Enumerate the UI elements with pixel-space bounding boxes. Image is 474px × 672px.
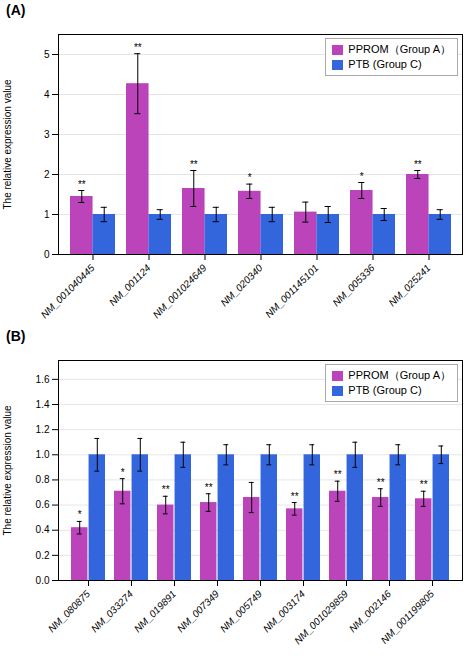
html-text:PTB (Group C): PTB (Group C): [348, 58, 422, 70]
svg-text:NM_019891: NM_019891: [132, 588, 178, 634]
svg-text:4: 4: [44, 89, 50, 100]
svg-text:1.2: 1.2: [36, 424, 50, 435]
svg-text:*: *: [78, 509, 82, 520]
svg-text:NM_025241: NM_025241: [386, 262, 432, 308]
html-text:PPROM（Group A）: PPROM（Group A）: [348, 43, 451, 55]
svg-text:**: **: [134, 42, 142, 53]
svg-text:5: 5: [44, 49, 50, 60]
svg-text:**: **: [190, 159, 198, 170]
svg-text:1.6: 1.6: [36, 374, 50, 385]
svg-text:*: *: [360, 171, 364, 182]
svg-text:NM_001029859: NM_001029859: [292, 588, 350, 646]
svg-text:NM_080875: NM_080875: [46, 588, 93, 635]
svg-text:The relative expression value: The relative expression value: [2, 79, 13, 210]
svg-text:**: **: [377, 477, 385, 488]
svg-text:NM_002146: NM_002146: [347, 588, 394, 635]
svg-text:**: **: [78, 179, 86, 190]
svg-text:2: 2: [44, 169, 50, 180]
svg-text:0.2: 0.2: [36, 550, 50, 561]
svg-text:NM_003174: NM_003174: [261, 588, 308, 635]
svg-text:3: 3: [44, 129, 50, 140]
svg-text:1.4: 1.4: [36, 399, 50, 410]
svg-text:NM_005749: NM_005749: [218, 588, 265, 635]
svg-text:**: **: [291, 491, 299, 502]
svg-text:NM_001199805: NM_001199805: [379, 588, 437, 646]
svg-text:**: **: [205, 482, 213, 493]
svg-text:NM_007349: NM_007349: [175, 588, 222, 635]
svg-text:NM_001024649: NM_001024649: [151, 262, 209, 320]
svg-text:**: **: [420, 479, 428, 490]
svg-text:NM_005336: NM_005336: [330, 262, 377, 309]
svg-text:0.4: 0.4: [36, 524, 50, 535]
svg-text:NM_033274: NM_033274: [89, 588, 136, 635]
svg-text:0.6: 0.6: [36, 499, 50, 510]
svg-text:**: **: [414, 159, 422, 170]
svg-text:**: **: [162, 484, 170, 495]
html-text:PPROM（Group A）: PPROM（Group A）: [348, 369, 451, 381]
html-text:PTB (Group C): PTB (Group C): [348, 384, 422, 396]
html-text:(B): (B): [6, 328, 26, 344]
svg-text:*: *: [121, 467, 125, 478]
svg-text:The relative expression value: The relative expression value: [2, 405, 13, 536]
svg-text:NM_020340: NM_020340: [218, 262, 265, 309]
svg-text:0.0: 0.0: [36, 575, 50, 586]
svg-text:1: 1: [44, 209, 50, 220]
html-text:(A): (A): [6, 2, 26, 18]
svg-text:0.8: 0.8: [36, 474, 50, 485]
svg-text:*: *: [248, 172, 252, 183]
svg-text:NM_001040445: NM_001040445: [39, 262, 97, 320]
svg-text:**: **: [334, 469, 342, 480]
svg-text:1.0: 1.0: [36, 449, 50, 460]
svg-text:NM_001145101: NM_001145101: [263, 262, 321, 320]
svg-text:NM_001124: NM_001124: [107, 262, 153, 308]
svg-text:0: 0: [44, 249, 50, 260]
